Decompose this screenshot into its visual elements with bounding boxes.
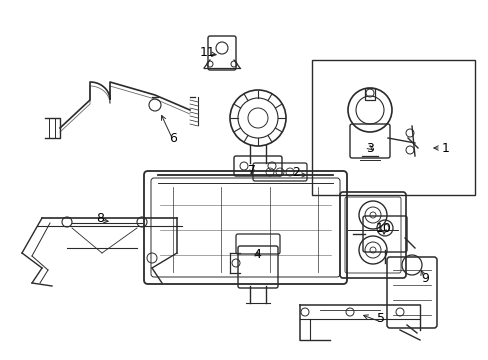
Text: 2: 2	[291, 166, 299, 179]
Bar	[311, 60, 474, 195]
Text: 5: 5	[376, 311, 384, 324]
Bar	[364, 88, 374, 100]
Text: 7: 7	[247, 163, 256, 176]
Text: 8: 8	[96, 211, 104, 225]
Text: 3: 3	[366, 141, 373, 154]
Text: 1: 1	[441, 141, 449, 154]
Text: 10: 10	[375, 221, 391, 234]
Text: 4: 4	[253, 248, 261, 261]
Text: 6: 6	[169, 131, 177, 144]
Text: 9: 9	[420, 271, 428, 284]
Text: 11: 11	[200, 45, 215, 58]
